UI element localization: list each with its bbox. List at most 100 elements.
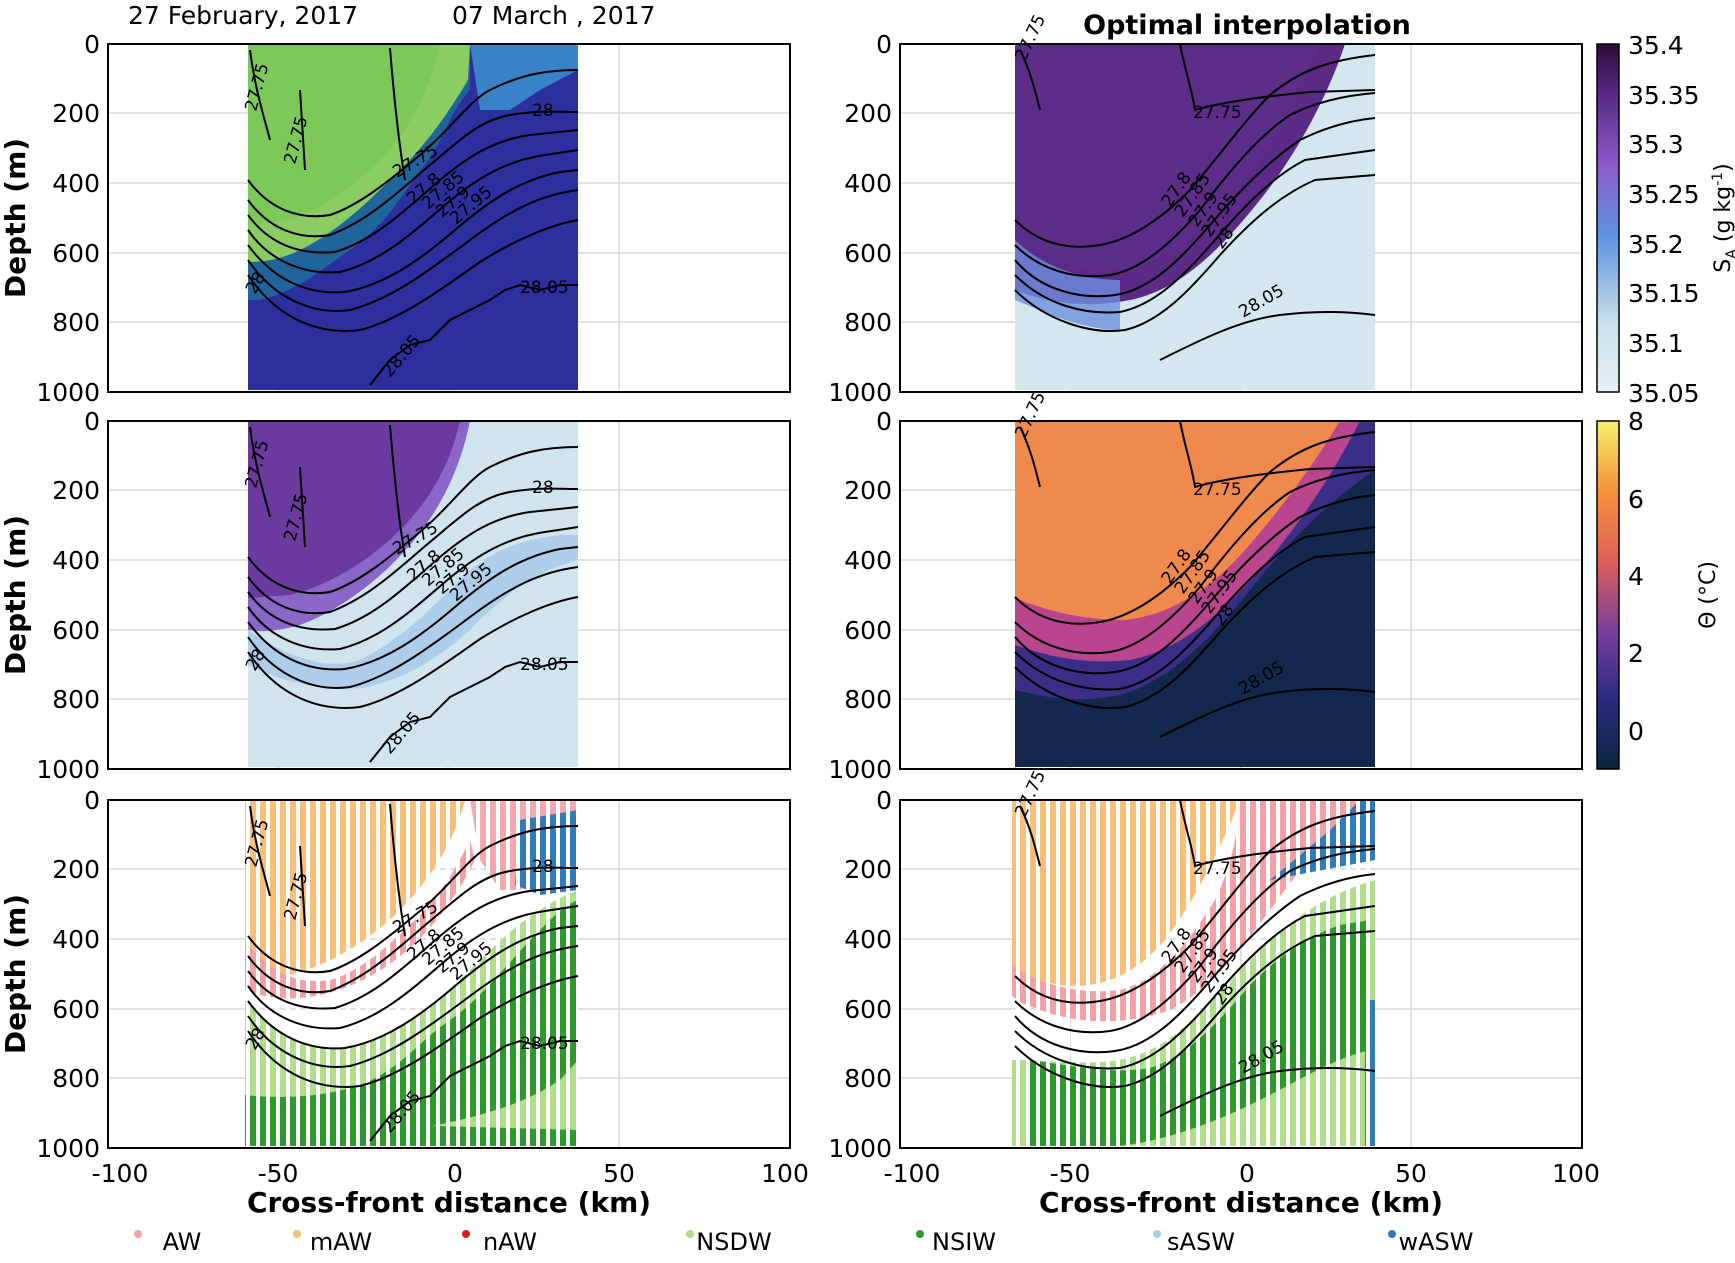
svg-text:0: 0 <box>876 30 892 59</box>
svg-text:0: 0 <box>876 786 892 815</box>
legend-label-sasw: sASW <box>1167 1228 1235 1256</box>
svg-text:600: 600 <box>52 995 100 1024</box>
svg-text:28: 28 <box>532 857 554 877</box>
svg-text:400: 400 <box>844 169 892 198</box>
legend-label-nsiw: NSIW <box>932 1228 996 1256</box>
svg-text:27.75: 27.75 <box>1193 859 1242 879</box>
svg-text:100: 100 <box>1552 1159 1600 1188</box>
svg-text:1000: 1000 <box>36 378 100 407</box>
colorbar-temperature: 8 6 4 2 0 Θ (°C) <box>1596 407 1721 770</box>
svg-text:400: 400 <box>844 925 892 954</box>
svg-text:0: 0 <box>876 407 892 436</box>
legend-label-naw: nAW <box>483 1228 537 1256</box>
svg-text:6: 6 <box>1628 485 1644 514</box>
svg-text:28.05: 28.05 <box>520 278 569 298</box>
ylabel-p3: Depth (m) <box>0 515 32 675</box>
svg-text:800: 800 <box>52 1064 100 1093</box>
svg-text:27.75: 27.75 <box>1193 103 1242 123</box>
svg-text:1000: 1000 <box>828 755 892 784</box>
legend-marker-aw <box>134 1230 142 1238</box>
svg-text:35.25: 35.25 <box>1628 180 1700 209</box>
svg-text:0: 0 <box>1628 717 1644 746</box>
svg-text:1000: 1000 <box>828 1134 892 1163</box>
legend-marker-wasw <box>1388 1230 1396 1238</box>
panel-oi-salinity: 27.75 27.75 27.8 27.85 27.9 27.95 28 28.… <box>828 12 1583 407</box>
legend-marker-sasw <box>1153 1230 1161 1238</box>
svg-text:1000: 1000 <box>36 1134 100 1163</box>
legend-label-wasw: wASW <box>1398 1228 1473 1256</box>
svg-text:600: 600 <box>844 616 892 645</box>
xlabel-p6: Cross-front distance (km) <box>1039 1186 1443 1219</box>
svg-text:-50: -50 <box>258 1159 299 1188</box>
svg-text:-100: -100 <box>884 1159 941 1188</box>
svg-text:1000: 1000 <box>828 378 892 407</box>
svg-text:800: 800 <box>52 685 100 714</box>
svg-text:27.75: 27.75 <box>1193 480 1242 500</box>
panel-obs-salinity: 27.75 27.75 27.75 27.8 27.85 27.9 27.95 … <box>0 30 791 407</box>
panel-oi-watermass: 27.75 27.75 27.8 27.85 27.9 27.95 28 28.… <box>828 768 1599 1219</box>
svg-text:200: 200 <box>52 476 100 505</box>
contours-p1 <box>247 47 579 386</box>
legend-marker-maw <box>293 1230 301 1238</box>
panel-obs-temperature: 27.75 27.75 27.75 27.8 27.85 27.9 27.95 … <box>0 407 791 784</box>
svg-text:600: 600 <box>844 995 892 1024</box>
svg-text:800: 800 <box>844 308 892 337</box>
svg-text:28: 28 <box>532 101 554 121</box>
panel-oi-temperature: 27.75 27.75 27.8 27.85 27.9 27.95 28 28.… <box>828 389 1583 784</box>
svg-text:4: 4 <box>1628 562 1644 591</box>
svg-text:200: 200 <box>844 99 892 128</box>
svg-text:35.3: 35.3 <box>1628 130 1684 159</box>
svg-text:800: 800 <box>52 308 100 337</box>
panel-obs-watermass: 27.75 27.75 27.75 27.8 27.85 27.9 27.95 … <box>0 786 809 1219</box>
svg-text:200: 200 <box>844 855 892 884</box>
svg-text:0: 0 <box>1239 1159 1255 1188</box>
legend-label-aw: AW <box>163 1228 202 1256</box>
svg-text:50: 50 <box>1395 1159 1427 1188</box>
svg-text:35.05: 35.05 <box>1628 379 1700 408</box>
svg-text:35.4: 35.4 <box>1628 31 1684 60</box>
svg-text:400: 400 <box>52 546 100 575</box>
xlabel-p5: Cross-front distance (km) <box>247 1186 651 1219</box>
colorbar-temperature-label: Θ (°C) <box>1696 561 1721 629</box>
svg-text:0: 0 <box>84 786 100 815</box>
svg-text:50: 50 <box>603 1159 635 1188</box>
y-ticks-p1: 0 200 400 600 800 1000 <box>36 30 100 407</box>
svg-text:800: 800 <box>844 1064 892 1093</box>
svg-text:200: 200 <box>52 99 100 128</box>
legend-marker-nsdw <box>686 1230 694 1238</box>
svg-text:800: 800 <box>844 685 892 714</box>
ylabel-p1: Depth (m) <box>0 138 32 298</box>
date-left: 27 February, 2017 <box>128 1 358 30</box>
svg-text:8: 8 <box>1628 407 1644 436</box>
svg-text:200: 200 <box>844 476 892 505</box>
svg-text:1000: 1000 <box>36 755 100 784</box>
svg-text:0: 0 <box>84 407 100 436</box>
svg-text:600: 600 <box>844 239 892 268</box>
svg-text:35.15: 35.15 <box>1628 279 1700 308</box>
colorbar-salinity-label: SA (g kg-1) <box>1710 163 1735 272</box>
svg-text:35.35: 35.35 <box>1628 81 1700 110</box>
svg-text:28.05: 28.05 <box>520 655 569 675</box>
svg-text:-50: -50 <box>1050 1159 1091 1188</box>
date-right: 07 March , 2017 <box>452 1 655 30</box>
legend-label-maw: mAW <box>310 1228 372 1256</box>
svg-text:2: 2 <box>1628 639 1644 668</box>
svg-text:100: 100 <box>761 1159 809 1188</box>
svg-text:-100: -100 <box>92 1159 149 1188</box>
right-title: Optimal interpolation <box>1083 10 1411 41</box>
svg-text:0: 0 <box>84 30 100 59</box>
svg-text:400: 400 <box>52 925 100 954</box>
svg-text:200: 200 <box>52 855 100 884</box>
svg-text:35.1: 35.1 <box>1628 329 1684 358</box>
legend-marker-nsiw <box>916 1230 924 1238</box>
legend-label-nsdw: NSDW <box>696 1228 771 1256</box>
svg-text:400: 400 <box>844 546 892 575</box>
svg-text:28.05: 28.05 <box>520 1034 569 1054</box>
colorbar-salinity: 35.4 35.35 35.3 35.25 35.2 35.15 35.1 35… <box>1596 31 1735 408</box>
svg-text:35.2: 35.2 <box>1628 230 1684 259</box>
legend: AW mAW nAW NSDW NSIW sASW wASW <box>134 1228 1474 1256</box>
svg-text:400: 400 <box>52 169 100 198</box>
svg-text:600: 600 <box>52 239 100 268</box>
legend-marker-naw <box>462 1230 470 1238</box>
